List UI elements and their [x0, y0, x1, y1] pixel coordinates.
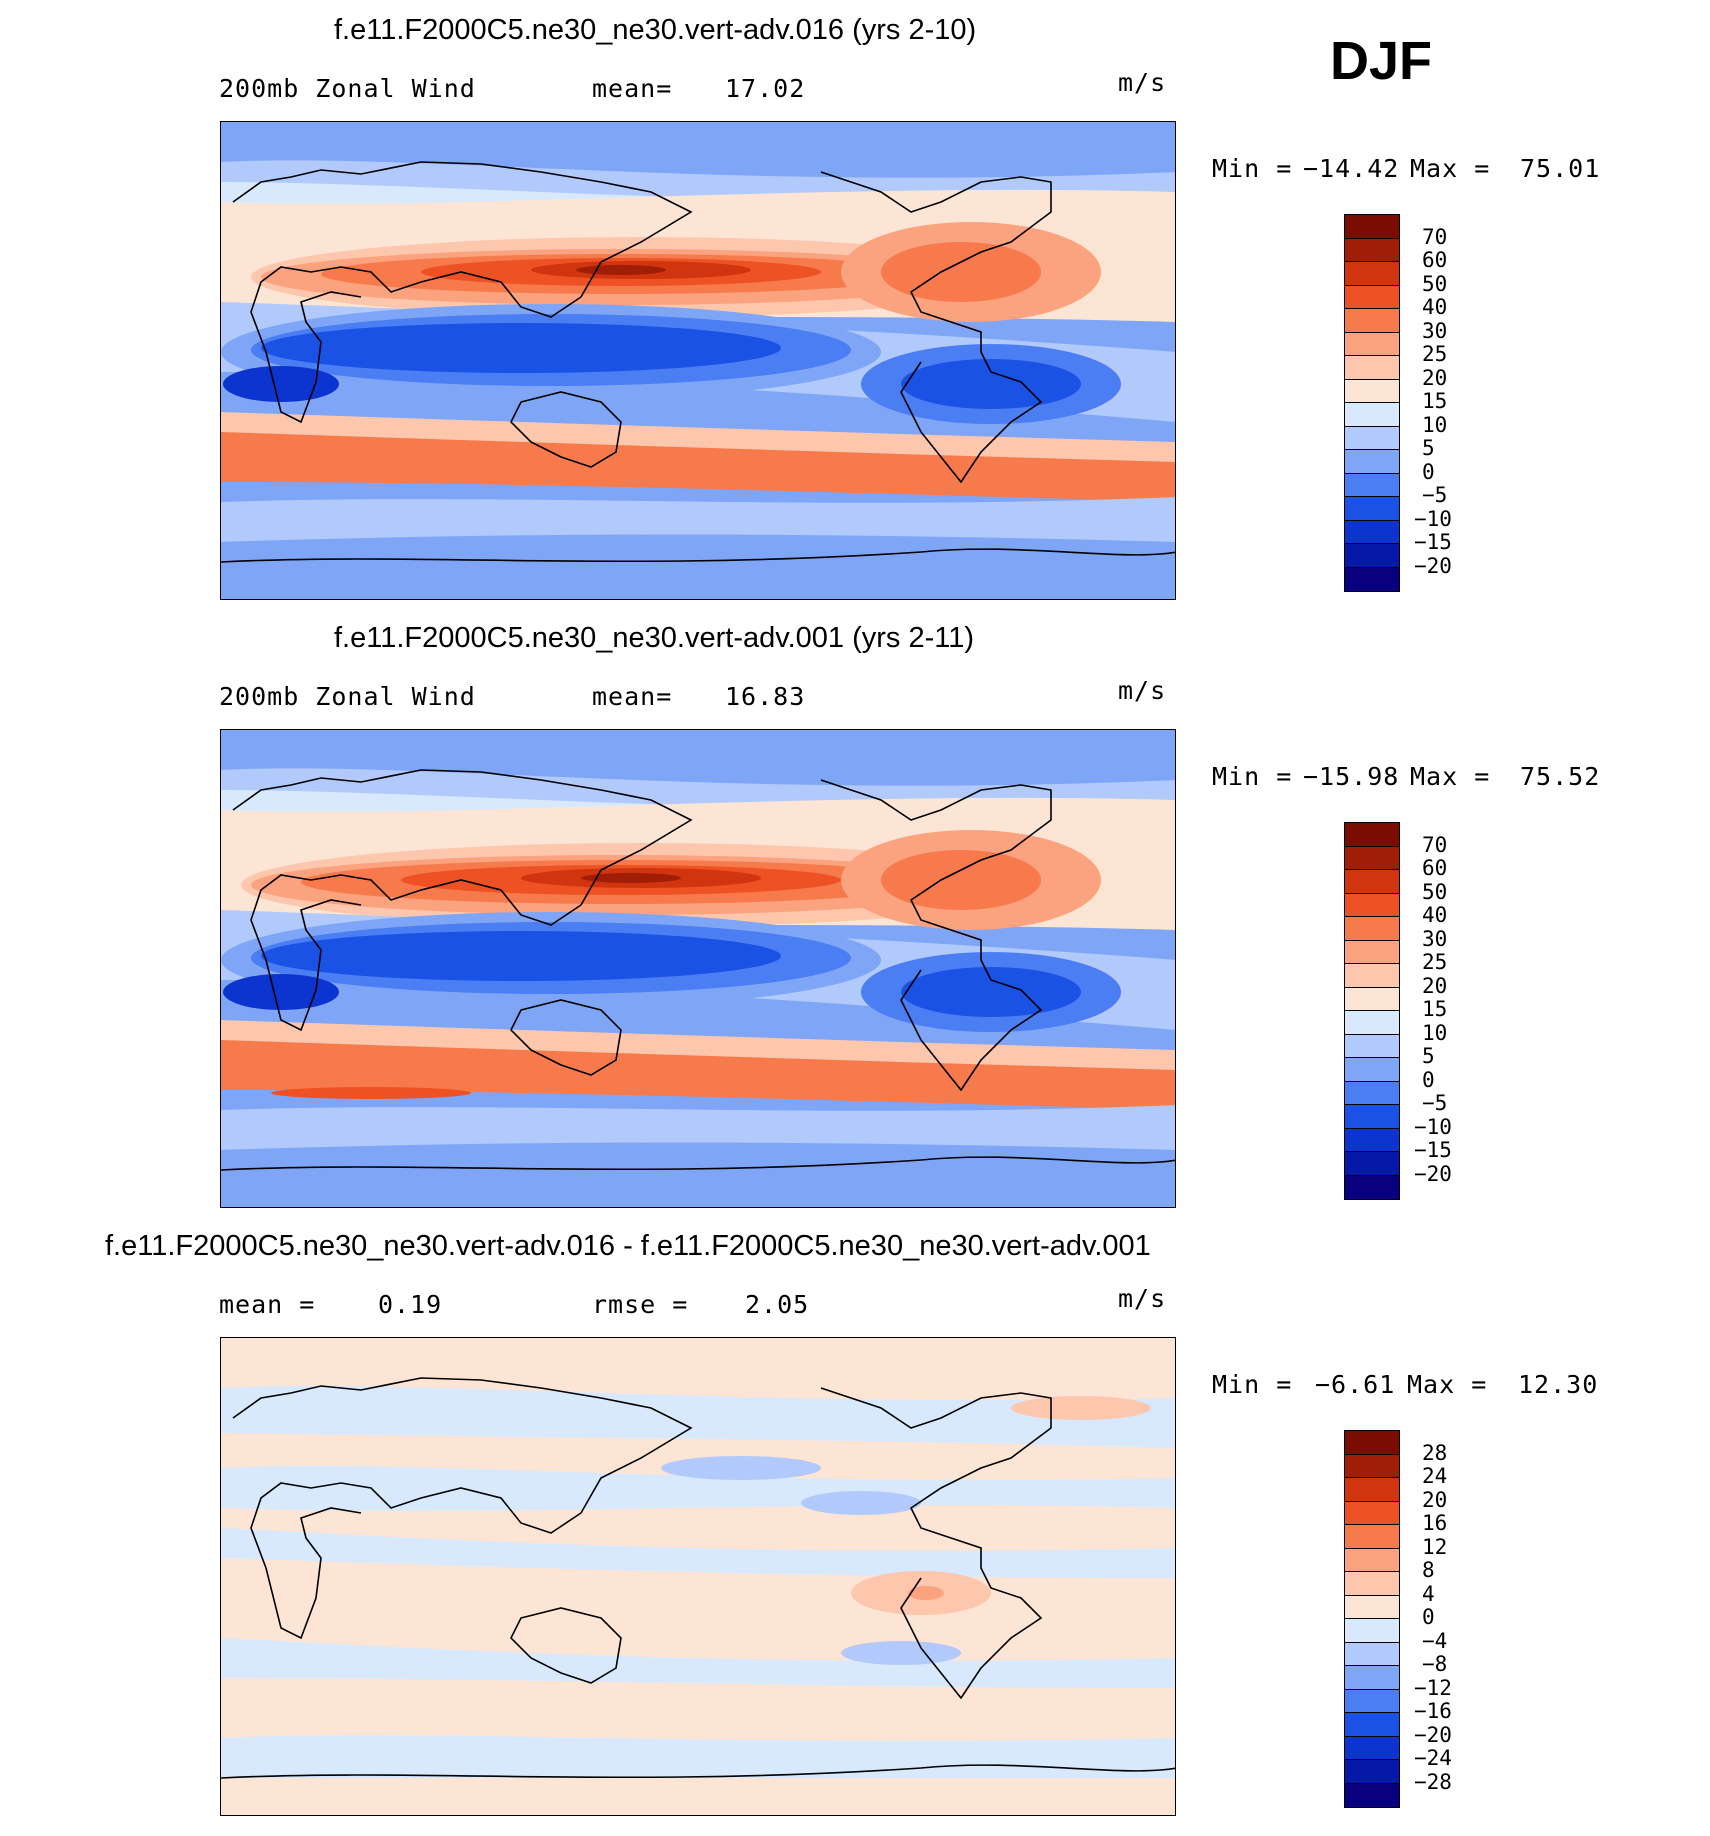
panel1-colorbar [1344, 214, 1400, 592]
colorbar-tick-label: 24 [1422, 1464, 1448, 1488]
colorbar-tick-label: −5 [1422, 1091, 1448, 1115]
panel3-rmse-value: 2.05 [745, 1290, 810, 1319]
panel3-min-value: −6.61 [1315, 1370, 1396, 1399]
panel3-mean-value: 0.19 [378, 1290, 443, 1319]
panel3-max-value: 12.30 [1518, 1370, 1599, 1399]
colorbar-tick-label: 15 [1422, 389, 1448, 413]
panel2-mean-label: mean= [592, 682, 673, 711]
colorbar-tick-label: 10 [1422, 1020, 1448, 1045]
panel2-variable: 200mb Zonal Wind [219, 682, 476, 711]
colorbar-tick-label: −15 [1414, 530, 1452, 554]
panel1-units: m/s [1118, 68, 1167, 97]
colorbar-tick-label: −28 [1414, 1769, 1452, 1794]
panel2-min-label: Min = [1212, 762, 1293, 791]
panel1-max-value: 75.01 [1520, 154, 1601, 183]
colorbar-tick-label: 40 [1422, 903, 1448, 927]
season-label: DJF [1330, 31, 1433, 91]
colorbar-tick-label: 0 [1422, 1067, 1435, 1092]
colorbar-tick-label: 25 [1422, 950, 1448, 974]
panel1-title: f.e11.F2000C5.ne30_ne30.vert-adv.016 (yr… [334, 14, 977, 46]
panel3-max-label: Max = [1407, 1370, 1488, 1399]
panel1-variable: 200mb Zonal Wind [219, 74, 476, 103]
panel3-min-label: Min = [1212, 1370, 1293, 1399]
colorbar-tick-label: −20 [1414, 1161, 1452, 1186]
colorbar-tick-label: −10 [1414, 506, 1452, 531]
panel3-rmse-label: rmse = [592, 1290, 689, 1319]
colorbar-tick-label: 30 [1422, 318, 1448, 343]
colorbar-tick-label: 8 [1422, 1558, 1435, 1582]
colorbar-tick-label: 0 [1422, 459, 1435, 484]
colorbar-tick-label: 12 [1422, 1534, 1448, 1559]
colorbar-tick-label: 30 [1422, 926, 1448, 951]
panel1-mean-label: mean= [592, 74, 673, 103]
panel1-min-label: Min = [1212, 154, 1293, 183]
colorbar-tick-label: 5 [1422, 1044, 1435, 1068]
colorbar-tick-label: 0 [1422, 1605, 1435, 1629]
panel3-colorbar [1344, 1430, 1400, 1808]
panel2-mean-value: 16.83 [725, 682, 806, 711]
colorbar-tick-label: −8 [1422, 1652, 1448, 1676]
colorbar-tick-label: −20 [1414, 553, 1452, 578]
colorbar-tick-label: 40 [1422, 295, 1448, 319]
panel3-title: f.e11.F2000C5.ne30_ne30.vert-adv.016 - f… [105, 1230, 1151, 1262]
colorbar-tick-label: 60 [1422, 248, 1448, 272]
colorbar-tick-label: −20 [1414, 1722, 1452, 1747]
colorbar-tick-label: 70 [1422, 832, 1448, 857]
colorbar-tick-label: 10 [1422, 412, 1448, 437]
panel3-map [220, 1337, 1176, 1816]
colorbar-tick-label: 50 [1422, 271, 1448, 296]
colorbar-tick-label: 60 [1422, 856, 1448, 880]
colorbar-tick-label: −24 [1414, 1746, 1452, 1770]
colorbar-tick-label: 28 [1422, 1440, 1448, 1465]
panel1-map [220, 121, 1176, 600]
colorbar-tick-label: 15 [1422, 997, 1448, 1021]
panel3-units: m/s [1118, 1284, 1167, 1313]
colorbar-tick-label: 20 [1422, 1487, 1448, 1512]
colorbar-tick-label: 20 [1422, 365, 1448, 390]
panel3-mean-label: mean = [219, 1290, 316, 1319]
colorbar-tick-label: −12 [1414, 1675, 1452, 1700]
colorbar-tick-label: −10 [1414, 1114, 1452, 1139]
panel1-min-value: −14.42 [1303, 154, 1400, 183]
colorbar-tick-label: 4 [1422, 1581, 1435, 1606]
panel2-max-value: 75.52 [1520, 762, 1601, 791]
panel2-map [220, 729, 1176, 1208]
colorbar-tick-label: −16 [1414, 1699, 1452, 1723]
colorbar-tick-label: 20 [1422, 973, 1448, 998]
panel2-colorbar [1344, 822, 1400, 1200]
colorbar-tick-label: −15 [1414, 1138, 1452, 1162]
colorbar-tick-label: −4 [1422, 1628, 1448, 1653]
panel1-mean-value: 17.02 [725, 74, 806, 103]
panel2-max-label: Max = [1410, 762, 1491, 791]
colorbar-tick-label: 50 [1422, 879, 1448, 904]
colorbar-tick-label: 16 [1422, 1511, 1448, 1535]
panel2-min-value: −15.98 [1303, 762, 1400, 791]
colorbar-tick-label: 5 [1422, 436, 1435, 460]
colorbar-tick-label: 25 [1422, 342, 1448, 366]
colorbar-tick-label: −5 [1422, 483, 1448, 507]
colorbar-tick-label: 70 [1422, 224, 1448, 249]
panel2-units: m/s [1118, 676, 1167, 705]
panel1-max-label: Max = [1410, 154, 1491, 183]
panel2-title: f.e11.F2000C5.ne30_ne30.vert-adv.001 (yr… [334, 622, 974, 654]
